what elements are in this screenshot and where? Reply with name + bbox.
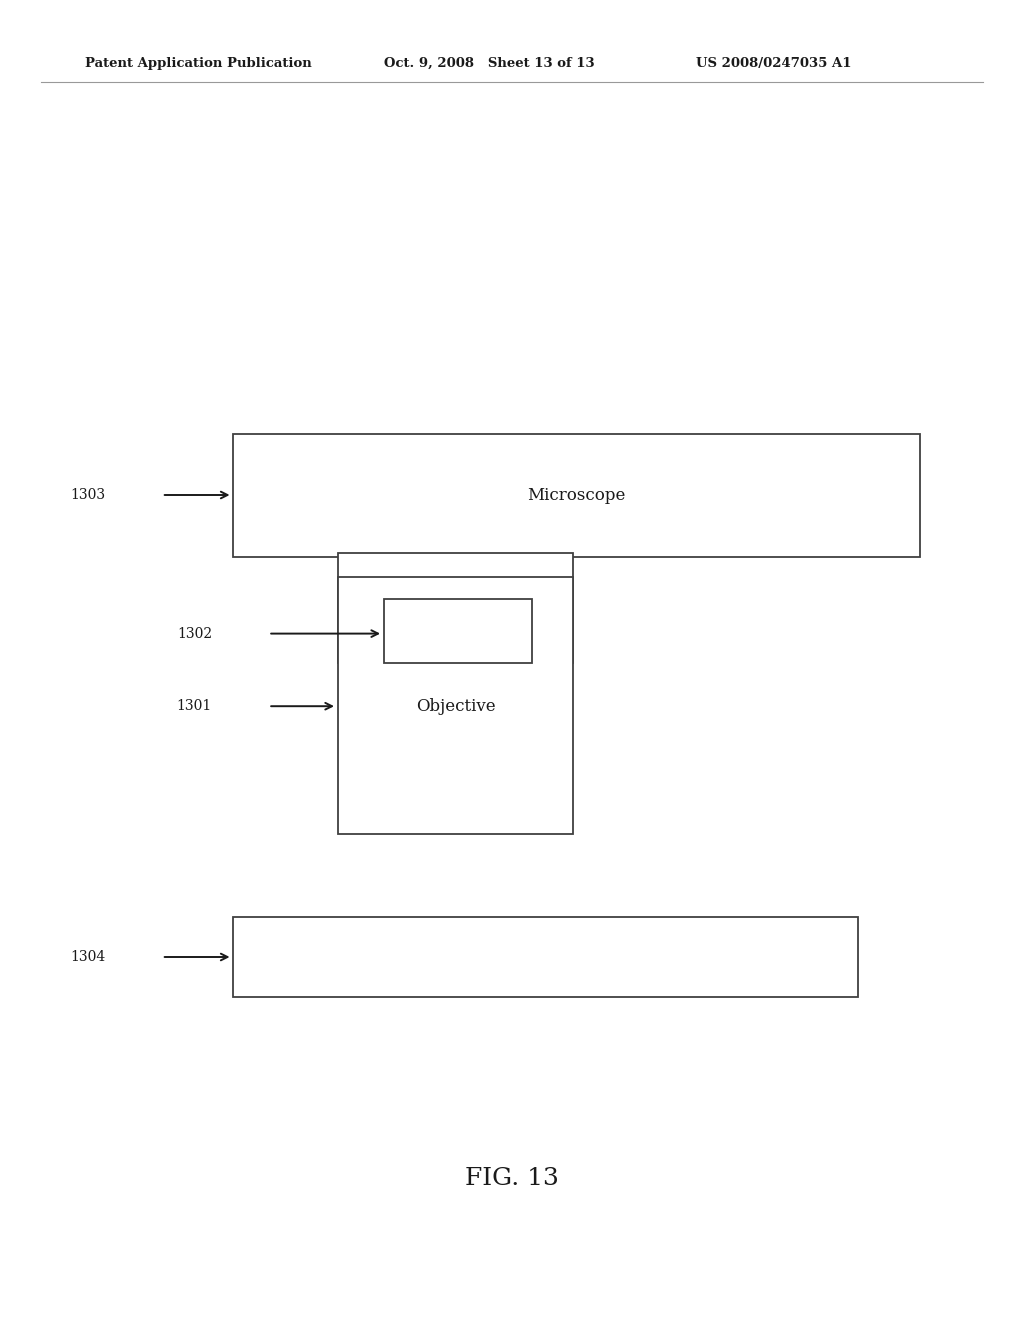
Text: 1304: 1304 — [71, 950, 105, 964]
Bar — [233, 917, 858, 997]
Text: US 2008/0247035 A1: US 2008/0247035 A1 — [696, 57, 852, 70]
Bar — [233, 434, 920, 557]
Bar — [384, 599, 532, 663]
Text: 1302: 1302 — [177, 627, 212, 640]
Text: Microscope: Microscope — [527, 487, 626, 503]
Bar — [338, 577, 573, 834]
Text: 1301: 1301 — [177, 700, 212, 713]
Text: 1303: 1303 — [71, 488, 105, 502]
Text: FIG. 13: FIG. 13 — [465, 1167, 559, 1191]
Text: Objective: Objective — [416, 698, 496, 714]
Text: Patent Application Publication: Patent Application Publication — [85, 57, 311, 70]
Text: Oct. 9, 2008   Sheet 13 of 13: Oct. 9, 2008 Sheet 13 of 13 — [384, 57, 595, 70]
Bar — [338, 553, 573, 663]
